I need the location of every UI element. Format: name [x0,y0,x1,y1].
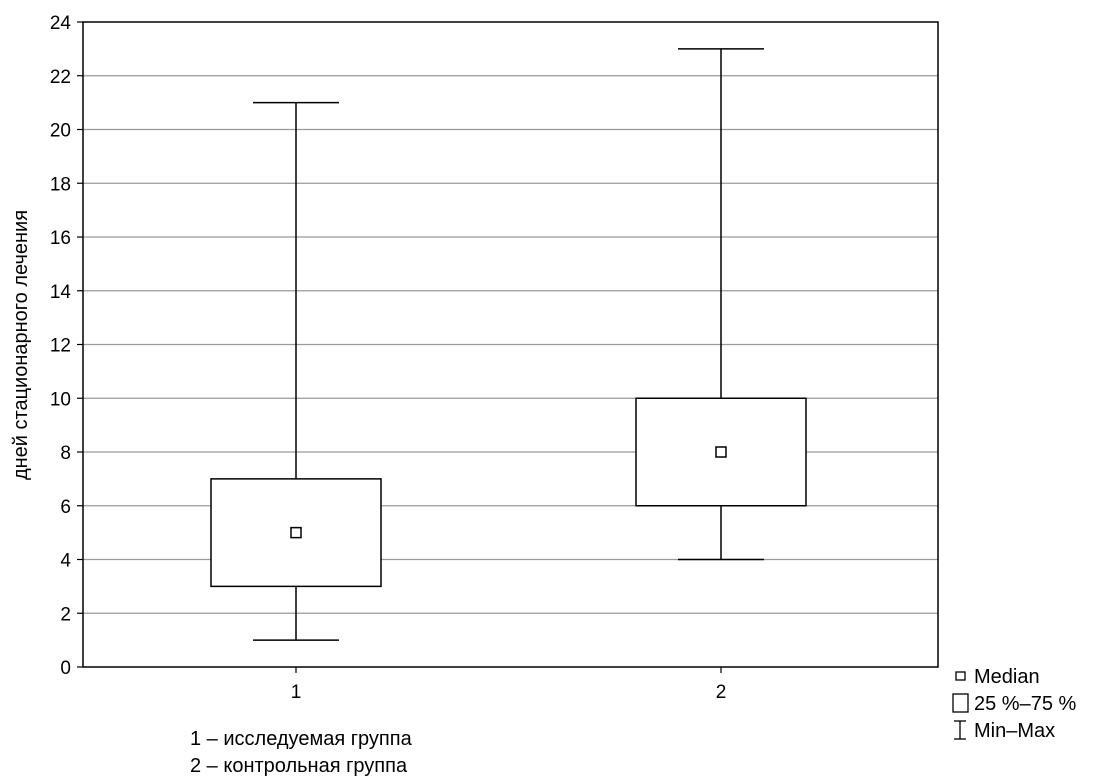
y-tick-label: 12 [50,336,71,357]
group-note: 1 – исследуемая группа [190,728,413,750]
y-tick-label: 4 [60,551,71,572]
legend-label: Median [974,666,1040,688]
y-axis-label: дней стационарного лечения [10,210,32,480]
box-series [210,48,807,641]
y-tick-label: 6 [60,497,71,518]
legend-label: 25 %–75 % [974,693,1077,715]
group-note: 2 – контрольная группа [190,755,408,777]
legend-median-icon [955,671,966,681]
y-tick-label: 2 [60,604,71,625]
legend: Median 25 %–75 % Min–Max [952,666,1077,742]
y-tick-label: 14 [50,282,72,303]
median-marker [290,526,302,539]
group-notes: 1 – исследуемая группа 2 – контрольная гр… [190,728,413,777]
box-group-1 [210,101,382,641]
x-tick-label: 2 [716,682,727,703]
x-tick-label: 1 [291,682,302,703]
legend-whisker-icon [954,720,966,740]
y-tick-label: 16 [50,228,71,249]
y-tick-label: 20 [50,121,71,142]
y-tick-label: 18 [50,174,71,195]
y-tick-label: 22 [50,67,71,88]
legend-label: Min–Max [974,720,1055,742]
y-tick-label: 0 [60,658,71,679]
y-tick-label: 10 [50,389,71,410]
median-marker [715,446,727,458]
box-group-2 [635,48,807,561]
y-tick-label: 24 [50,13,72,34]
y-tick-label: 8 [60,443,71,464]
legend-box-icon [952,693,969,713]
